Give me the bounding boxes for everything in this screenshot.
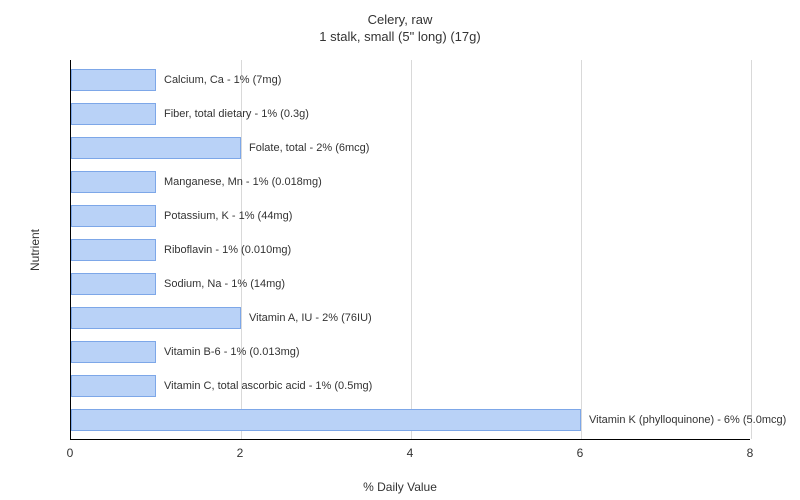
y-axis-label: Nutrient [28,229,42,271]
bar [71,341,156,363]
gridline [411,60,412,439]
bar [71,137,241,159]
bar-label: Vitamin A, IU - 2% (76IU) [249,307,372,329]
chart-title-line1: Celery, raw [0,12,800,29]
bar [71,103,156,125]
bar [71,375,156,397]
bar-label: Vitamin C, total ascorbic acid - 1% (0.5… [164,375,372,397]
bar-label: Vitamin K (phylloquinone) - 6% (5.0mcg) [589,409,786,431]
x-tick-label: 0 [67,446,74,460]
bar-label: Fiber, total dietary - 1% (0.3g) [164,103,309,125]
bar-label: Calcium, Ca - 1% (7mg) [164,69,281,91]
chart-title: Celery, raw 1 stalk, small (5" long) (17… [0,0,800,46]
bar [71,273,156,295]
x-tick-label: 8 [747,446,754,460]
chart-container: { "chart": { "type": "bar_horizontal", "… [0,0,800,500]
gridline [751,60,752,439]
bar [71,171,156,193]
bar [71,69,156,91]
x-tick-label: 6 [577,446,584,460]
x-axis-label: % Daily Value [0,480,800,494]
bar-label: Riboflavin - 1% (0.010mg) [164,239,291,261]
bar-label: Vitamin B-6 - 1% (0.013mg) [164,341,300,363]
gridline [581,60,582,439]
bar-label: Manganese, Mn - 1% (0.018mg) [164,171,322,193]
bar [71,409,581,431]
bar [71,205,156,227]
x-tick-label: 4 [407,446,414,460]
bar-label: Potassium, K - 1% (44mg) [164,205,292,227]
bar [71,239,156,261]
plot-area: Calcium, Ca - 1% (7mg) Fiber, total dieta… [70,60,750,440]
x-tick-label: 2 [237,446,244,460]
bar-label: Folate, total - 2% (6mcg) [249,137,369,159]
chart-title-line2: 1 stalk, small (5" long) (17g) [0,29,800,46]
bar [71,307,241,329]
bar-label: Sodium, Na - 1% (14mg) [164,273,285,295]
